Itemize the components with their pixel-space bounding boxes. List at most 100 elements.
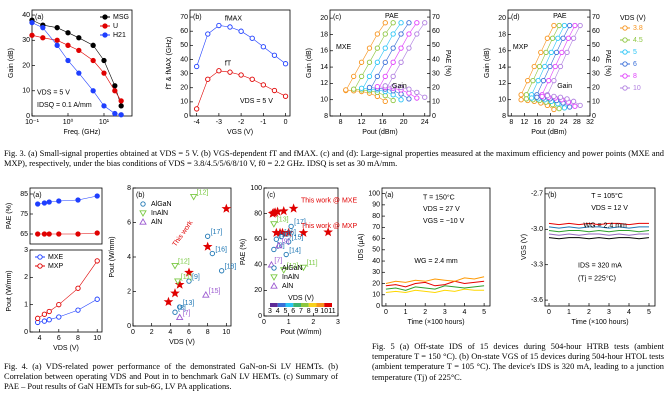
legend-label: 10 — [633, 85, 641, 92]
fig4-caption: Fig. 4. (a) VDS-related power performanc… — [4, 362, 338, 392]
x-axis-label: Pout (dBm) — [362, 129, 397, 136]
data-point — [118, 98, 124, 104]
colorbar-swatch — [277, 303, 286, 307]
data-point — [288, 223, 294, 230]
point-label: [12] — [178, 258, 190, 265]
series-line — [37, 298, 98, 323]
y-axis-label: IDS (μA) — [358, 234, 365, 261]
data-point — [267, 260, 276, 268]
data-point — [172, 309, 178, 315]
x-tick-label: -3 — [216, 119, 222, 126]
point-label: [10] — [279, 232, 291, 239]
colorbar-label: VDS (V) — [288, 295, 314, 302]
data-point — [56, 231, 62, 237]
data-point — [54, 25, 60, 31]
data-point — [221, 203, 232, 213]
point-label: [15] — [209, 288, 221, 295]
point-label: [15] — [292, 235, 304, 242]
data-point — [398, 45, 404, 51]
x-tick-label: 8 — [509, 119, 513, 126]
x-tick-label: 8 — [206, 329, 210, 336]
panel-label: (b) — [193, 14, 202, 21]
data-point — [118, 103, 124, 109]
data-point — [572, 22, 578, 29]
legend-marker — [139, 210, 147, 217]
x-tick-label: 0 — [384, 309, 388, 316]
data-point — [531, 63, 537, 70]
y-tick-label: -3.0 — [531, 226, 543, 233]
annotation: This work @ MXP — [301, 223, 357, 230]
y-tick-label: 0 — [26, 113, 30, 120]
data-point — [382, 73, 388, 80]
data-point — [278, 233, 284, 240]
data-point — [205, 31, 211, 37]
y-axis-label: Gain (dB) — [8, 48, 15, 78]
x-tick-label: 3 — [336, 319, 340, 326]
y-tick-label: 2 — [127, 288, 131, 295]
y-tick-label: 10 — [180, 99, 188, 106]
y-tick-label: 0 — [184, 113, 188, 120]
y-tick-label: 16 — [498, 48, 506, 55]
annotation: PAE — [385, 13, 399, 20]
data-point — [202, 241, 213, 251]
legend-label: U — [113, 23, 118, 30]
y2-tick-label: 60 — [432, 28, 440, 35]
data-point — [556, 22, 562, 29]
data-point — [40, 25, 46, 31]
colorbar-swatch — [308, 303, 317, 307]
x-tick-label: 1 — [404, 309, 408, 316]
data-point — [163, 296, 174, 306]
legend-marker — [622, 25, 628, 31]
y2-tick-label: 30 — [592, 70, 600, 77]
y2-axis-label: PAE (%) — [604, 50, 611, 76]
x-tick-label: 2 — [150, 329, 154, 336]
data-point — [560, 35, 566, 41]
x-tick-label: 6 — [187, 329, 191, 336]
series-line — [385, 280, 485, 288]
point-label: [16] — [215, 246, 227, 253]
x-tick-label: 24 — [421, 119, 429, 126]
fig3-caption: Fig. 3. (a) Small-signal properties obta… — [4, 149, 664, 169]
data-point — [194, 63, 200, 70]
colorbar-swatch — [270, 303, 278, 307]
data-point — [54, 37, 60, 43]
annotation: T = 150°C — [423, 193, 455, 201]
point-label: [7] — [274, 258, 282, 265]
data-point — [551, 93, 557, 100]
y-tick-label: 0 — [24, 329, 28, 336]
y-tick-label: 18 — [320, 31, 328, 38]
data-point — [298, 227, 309, 237]
data-point — [382, 31, 388, 37]
y2-tick-label: 50 — [432, 42, 440, 49]
data-point — [366, 84, 373, 91]
data-point — [29, 32, 35, 38]
colorbar-swatch — [316, 303, 325, 307]
legend-label: 8 — [633, 73, 637, 80]
x-tick-label: 4 — [627, 309, 631, 316]
data-point — [186, 278, 192, 284]
x-tick-label: 4 — [463, 309, 467, 316]
series-line — [520, 25, 555, 95]
data-point — [112, 88, 118, 94]
data-point — [390, 59, 396, 65]
colorbar-swatch — [285, 303, 294, 307]
y-axis-label: PAE (%) — [240, 239, 247, 265]
annotation: WG = 2.4 mm — [414, 258, 458, 265]
data-point — [390, 31, 396, 37]
point-label: [12] — [287, 263, 299, 270]
data-point — [422, 20, 428, 26]
legend-label: H21 — [113, 32, 126, 39]
y-tick-label: 0 — [258, 313, 262, 320]
data-point — [35, 231, 41, 237]
y-tick-label: 10 — [320, 97, 328, 104]
y-axis-label: Pout (W/mm) — [109, 236, 116, 277]
legend-label: AlGaN — [151, 201, 172, 208]
x-axis-label: Freq. (GHz) — [64, 129, 101, 136]
data-point — [118, 112, 124, 118]
data-point — [323, 227, 333, 237]
data-point — [366, 45, 373, 51]
colorbar-tick-label: 5 — [284, 308, 288, 315]
data-point — [112, 110, 118, 117]
y-tick-label: 8 — [324, 113, 328, 120]
y-tick-label: 40 — [22, 12, 30, 19]
